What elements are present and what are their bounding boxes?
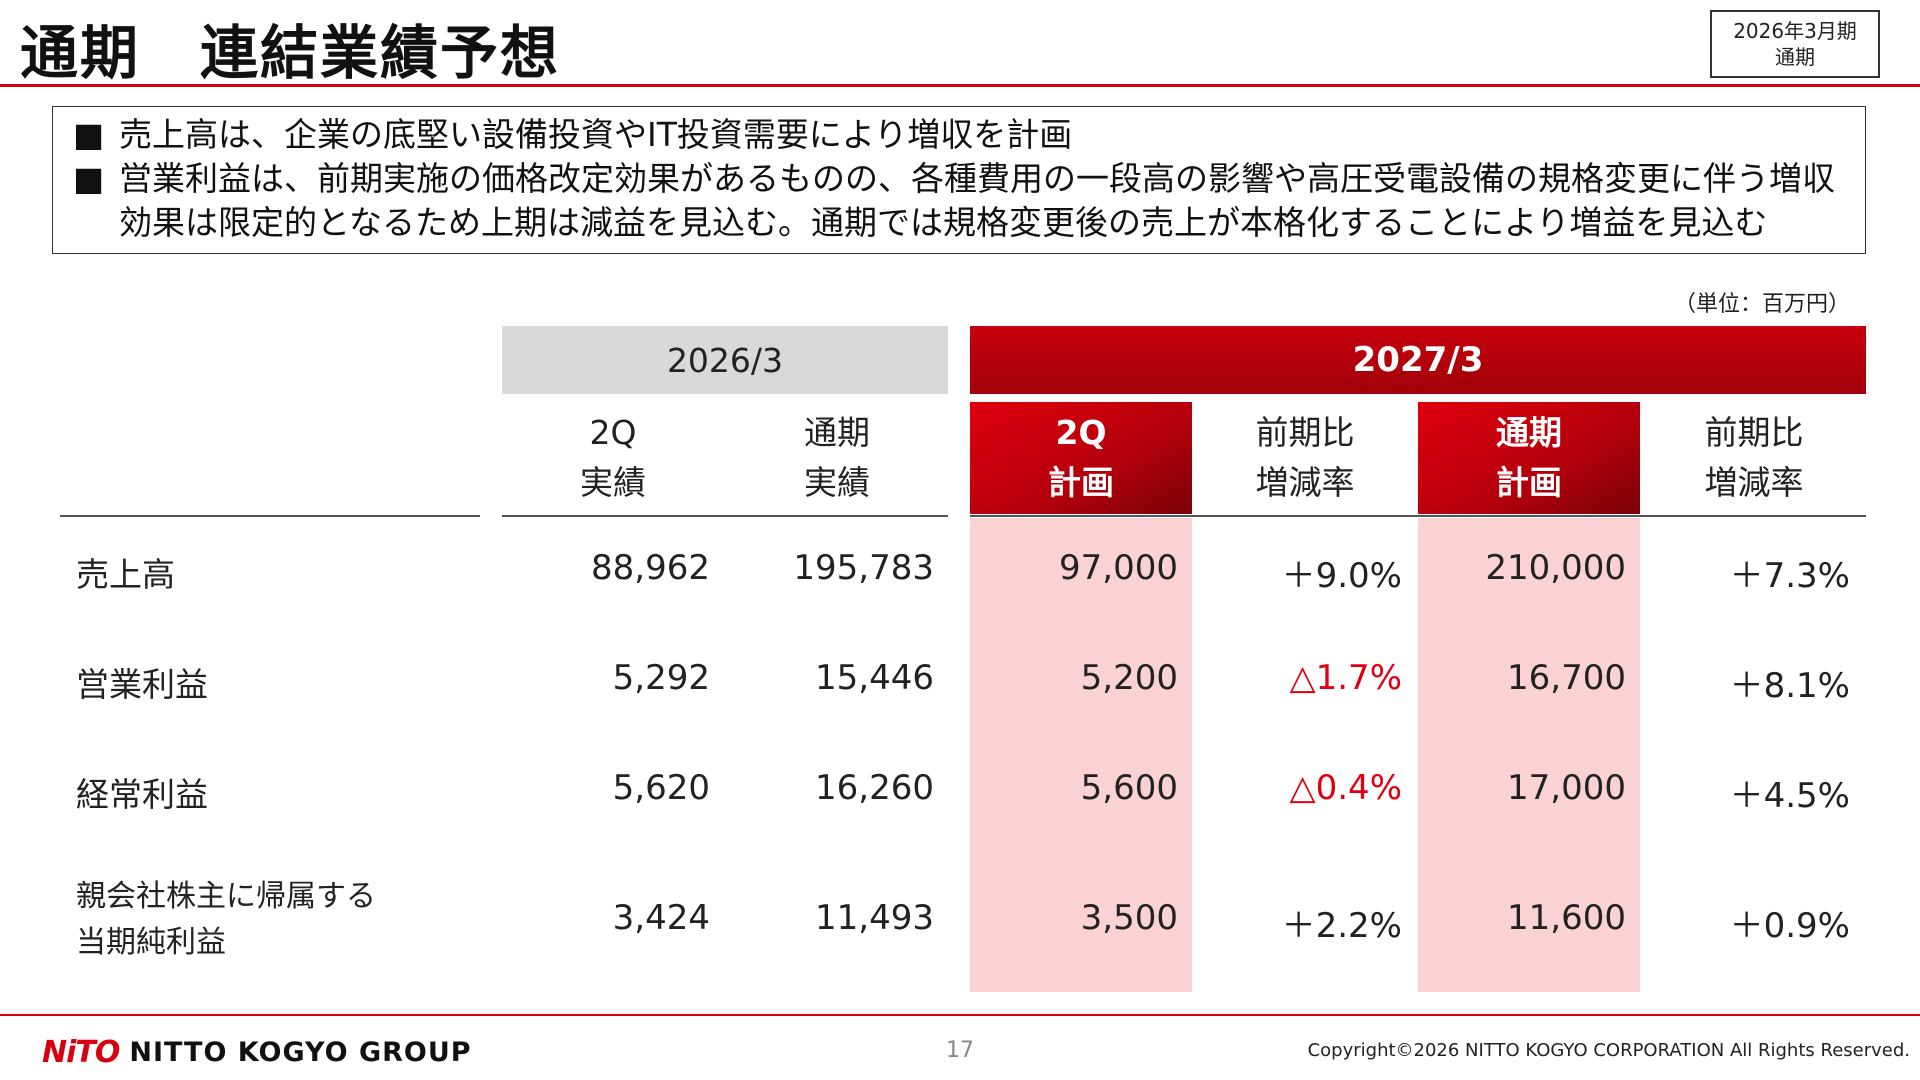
row-label-line1: 親会社株主に帰属する	[76, 879, 376, 914]
logo-text: NITTO KOGYO GROUP	[129, 1037, 472, 1068]
summary-bullet: ■ 売上高は、企業の底堅い設備投資やIT投資需要により増収を計画	[73, 113, 1845, 157]
table-cell: 3,424	[612, 898, 710, 938]
column-header-line2: 実績	[804, 463, 870, 502]
column-header-line2: 計画	[1496, 463, 1562, 502]
highlight-column-2q-plan	[970, 518, 1192, 992]
column-header-line1: 通期	[1496, 413, 1562, 452]
table-cell: 97,000	[1059, 548, 1178, 588]
table-cell: 16,260	[815, 768, 934, 808]
column-header-line1: 前期比	[1255, 413, 1355, 452]
table-cell: 15,446	[815, 658, 934, 698]
table-cell: ＋9.0%	[1281, 556, 1402, 596]
period-badge-line1: 2026年3月期	[1733, 19, 1857, 43]
row-label-ordinary-income: 経常利益	[76, 775, 208, 814]
logo-mark: NiTO	[42, 1035, 120, 1070]
column-header: 通期 実績	[726, 402, 948, 514]
table-cell: 16,700	[1507, 658, 1626, 698]
row-label-sales: 売上高	[76, 555, 175, 594]
footer-divider	[0, 1014, 1920, 1016]
highlight-column-full-plan	[1418, 518, 1640, 992]
column-header: 前期比 増減率	[1194, 402, 1416, 514]
table-cell: ＋4.5%	[1729, 776, 1850, 816]
summary-text-2: 営業利益は、前期実施の価格改定効果があるものの、各種費用の一段高の影響や高圧受電…	[119, 159, 1835, 242]
column-header: 2Q 実績	[502, 402, 724, 514]
unit-label: （単位：百万円）	[1673, 292, 1850, 317]
table-cell: 5,200	[1080, 658, 1178, 698]
table-cell: 3,500	[1080, 898, 1178, 938]
column-header-line1: 通期	[804, 413, 870, 452]
row-label-operating-income: 営業利益	[76, 665, 208, 704]
table-cell: 11,493	[815, 898, 934, 938]
table-cell: ＋2.2%	[1281, 906, 1402, 946]
column-header-line1: 前期比	[1704, 413, 1804, 452]
group-header-2026: 2026/3	[502, 326, 948, 394]
copyright: Copyright©2026 NITTO KOGYO CORPORATION A…	[1307, 1040, 1910, 1061]
table-cell: 5,292	[612, 658, 710, 698]
group-header-2027: 2027/3	[970, 326, 1866, 394]
period-badge: 2026年3月期 通期	[1710, 10, 1880, 78]
summary-box: ■ 売上高は、企業の底堅い設備投資やIT投資需要により増収を計画 ■ 営業利益は…	[52, 106, 1866, 254]
company-logo: NiTO NITTO KOGYO GROUP	[42, 1035, 472, 1070]
column-header-line2: 実績	[580, 463, 646, 502]
page-title: 通期 連結業績予想	[20, 19, 561, 87]
summary-text-1: 売上高は、企業の底堅い設備投資やIT投資需要により増収を計画	[119, 115, 1073, 154]
column-header: 前期比 増減率	[1642, 402, 1866, 514]
row-label-line2: 当期純利益	[76, 925, 226, 960]
table-cell: 17,000	[1507, 768, 1626, 808]
summary-bullet: ■ 営業利益は、前期実施の価格改定効果があるものの、各種費用の一段高の影響や高圧…	[73, 157, 1845, 245]
header-rule	[60, 515, 480, 517]
square-bullet-icon: ■	[73, 115, 105, 154]
page-number: 17	[946, 1038, 974, 1063]
table-cell: 195,783	[793, 548, 934, 588]
table-cell: 5,620	[612, 768, 710, 808]
column-header-line2: 増減率	[1255, 463, 1355, 502]
column-header: 2Q 計画	[970, 402, 1192, 514]
header-rule	[970, 515, 1866, 517]
header-rule	[502, 515, 948, 517]
table-cell: ＋0.9%	[1729, 906, 1850, 946]
column-header-line2: 増減率	[1704, 463, 1804, 502]
column-header-line1: 2Q	[589, 413, 637, 452]
table-cell: 88,962	[591, 548, 710, 588]
table-cell: ＋8.1%	[1729, 666, 1850, 706]
column-header: 通期 計画	[1418, 402, 1640, 514]
table-cell-negative: △1.7%	[1289, 658, 1402, 698]
table-cell: ＋7.3%	[1729, 556, 1850, 596]
table-cell: 11,600	[1507, 898, 1626, 938]
table-cell: 5,600	[1080, 768, 1178, 808]
period-badge-line2: 通期	[1775, 45, 1815, 69]
table-cell-negative: △0.4%	[1289, 768, 1402, 808]
column-header-line1: 2Q	[1055, 413, 1107, 452]
title-divider	[0, 84, 1920, 87]
table-cell: 210,000	[1485, 548, 1626, 588]
square-bullet-icon: ■	[73, 159, 105, 198]
row-label-net-income: 親会社株主に帰属する 当期純利益	[76, 874, 376, 966]
column-header-line2: 計画	[1048, 463, 1114, 502]
